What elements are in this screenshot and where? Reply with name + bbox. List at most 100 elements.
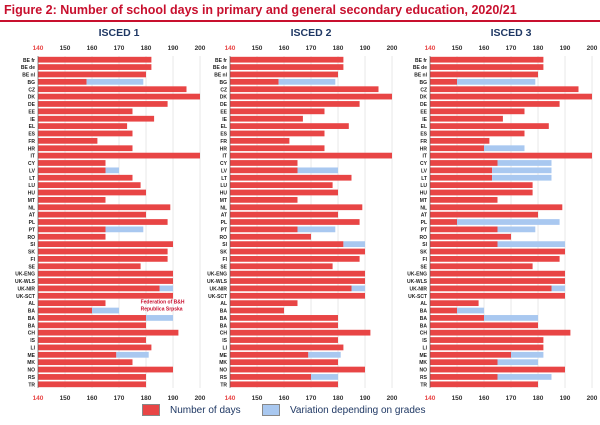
category-label: FR — [220, 139, 227, 145]
category-label: SK — [420, 250, 427, 256]
category-label: LU — [220, 183, 227, 189]
bar-days — [38, 337, 146, 343]
category-label: LI — [423, 345, 428, 351]
bar-variation — [457, 219, 560, 225]
bar-days — [38, 374, 146, 380]
category-label: HR — [220, 146, 228, 152]
category-label: RO — [28, 235, 36, 241]
bar-days — [230, 196, 298, 203]
category-label: DE — [28, 102, 36, 108]
bar-days — [38, 351, 117, 358]
bar-days — [230, 278, 365, 284]
category-label: AL — [420, 301, 427, 307]
bar-days — [430, 322, 538, 329]
bar-days — [430, 381, 538, 388]
bar-days — [430, 137, 490, 144]
category-label: IE — [30, 117, 35, 123]
category-label: LU — [28, 183, 35, 189]
x-tick-label-bottom: 160 — [479, 395, 490, 402]
category-label: BA — [28, 309, 36, 315]
bar-days — [430, 278, 565, 284]
category-label: NL — [420, 205, 427, 211]
category-label: BA — [28, 316, 36, 322]
bar-days — [230, 359, 338, 366]
bar-days — [230, 108, 325, 115]
bar-days — [230, 115, 303, 122]
category-label: LV — [29, 168, 36, 174]
bar-days — [430, 337, 544, 343]
category-label: IE — [222, 117, 227, 123]
bar-days — [230, 300, 298, 307]
bar-days — [230, 101, 360, 107]
figure-title: Figure 2: Number of school days in prima… — [4, 3, 517, 17]
legend-label-variation: Variation depending on grades — [290, 405, 426, 416]
bar-days — [430, 270, 565, 277]
category-label: NL — [220, 205, 227, 211]
category-label: UK-SCT — [16, 294, 35, 300]
bar-days — [38, 322, 146, 329]
bar-days — [430, 359, 498, 366]
bar-variation — [497, 359, 538, 366]
category-label: MT — [220, 198, 227, 204]
bar-days — [38, 101, 168, 107]
category-label: LV — [421, 168, 428, 174]
x-tick-label-bottom: 150 — [252, 395, 263, 402]
bar-days — [230, 233, 311, 240]
category-label: AL — [28, 301, 35, 307]
category-label: DK — [420, 95, 428, 101]
bar-variation — [497, 160, 552, 166]
bar-days — [430, 145, 484, 152]
bar-days — [230, 226, 298, 233]
x-tick-label-top: 140 — [33, 45, 44, 52]
bar-variation — [497, 241, 565, 248]
bar-variation — [343, 241, 365, 248]
x-tick-label-top: 180 — [141, 45, 152, 52]
bar-days — [38, 211, 146, 218]
bar-days — [430, 315, 484, 321]
bar-days — [230, 366, 365, 373]
bar-days — [430, 108, 525, 115]
bar-days — [230, 86, 379, 93]
bar-days — [230, 270, 365, 277]
category-label: UK-ENG — [15, 272, 35, 278]
category-label: LT — [421, 176, 427, 182]
category-label: SE — [220, 264, 227, 270]
bar-days — [430, 256, 560, 262]
bar-variation — [511, 351, 544, 358]
category-label: EE — [28, 109, 35, 115]
category-label: AT — [421, 213, 427, 219]
bar-days — [38, 152, 200, 159]
category-label: MT — [28, 198, 35, 204]
category-label: AL — [220, 301, 227, 307]
category-label: ES — [28, 132, 35, 138]
bar-days — [230, 329, 371, 336]
category-label: BE de — [213, 65, 227, 71]
category-label: CH — [28, 331, 36, 337]
bar-days — [430, 292, 565, 299]
category-label: IT — [223, 154, 227, 160]
category-label: HR — [420, 146, 428, 152]
bar-days — [38, 86, 187, 93]
x-tick-label-top: 140 — [425, 45, 436, 52]
category-label: BA — [420, 323, 428, 329]
bar-days — [38, 263, 141, 270]
bar-variation — [278, 78, 336, 85]
category-label: BA — [220, 309, 228, 315]
bar-days — [38, 93, 200, 100]
x-tick-label-bottom: 180 — [533, 395, 544, 402]
bar-variation — [497, 226, 536, 233]
category-label: FR — [420, 139, 427, 145]
category-label: BA — [28, 323, 36, 329]
bar-days — [38, 219, 168, 225]
x-tick-label-bottom: 190 — [560, 395, 571, 402]
bar-variation — [308, 351, 341, 358]
bar-days — [230, 241, 344, 248]
category-label: UK-WLS — [407, 279, 428, 285]
category-label: LU — [420, 183, 427, 189]
category-label: PT — [421, 227, 427, 233]
category-label: LT — [221, 176, 227, 182]
bar-days — [430, 233, 511, 240]
x-tick-label-top: 170 — [114, 45, 125, 52]
category-label: BA — [420, 309, 428, 315]
title-bar: Figure 2: Number of school days in prima… — [0, 0, 600, 22]
